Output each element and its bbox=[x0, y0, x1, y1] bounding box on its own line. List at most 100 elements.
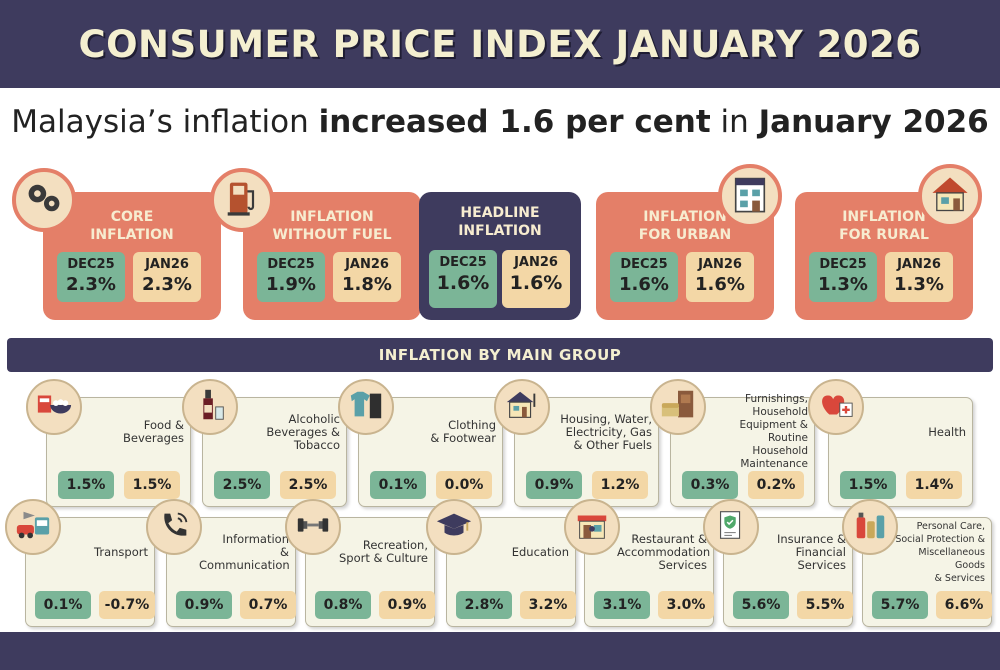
kpi-title: HEADLINE INFLATION bbox=[419, 204, 581, 240]
group-label-line: & Other Fuels bbox=[573, 437, 652, 452]
house-utilities-icon bbox=[503, 386, 541, 428]
dumbbell-icon bbox=[294, 506, 332, 548]
group-value-jan26: 1.2% bbox=[592, 471, 648, 499]
group-label: Restaurant & Accommodation Services bbox=[617, 518, 710, 586]
food-bowl-icon bbox=[35, 386, 73, 428]
kpi-icon-circle bbox=[918, 164, 982, 228]
group-icon-circle bbox=[494, 379, 550, 435]
group-label-line: & Communication bbox=[199, 544, 290, 572]
group-value-jan26: 3.2% bbox=[520, 591, 576, 619]
group-label-line: Housing, Water, bbox=[560, 411, 652, 426]
subtitle-part3: in bbox=[710, 104, 759, 140]
subtitle-part2: increased 1.6 per cent bbox=[318, 104, 711, 140]
kpi-value-box: JAN26 1.8% bbox=[333, 252, 401, 302]
kpi-period-label: JAN26 bbox=[145, 257, 189, 272]
kpi-value-box: DEC25 1.6% bbox=[610, 252, 678, 302]
kpi-period-label: JAN26 bbox=[514, 255, 558, 270]
kpi-icon-circle bbox=[12, 168, 76, 232]
kpi-card: INFLATION WITHOUT FUEL DEC25 1.9% JAN26 1.8% bbox=[243, 192, 421, 320]
group-icon-circle bbox=[146, 499, 202, 555]
group-label-line: & Footwear bbox=[430, 431, 496, 445]
kpi-period-label: DEC25 bbox=[819, 257, 867, 272]
building-icon bbox=[728, 172, 772, 220]
kpi-title-line: FOR URBAN bbox=[638, 227, 732, 243]
kpi-title-line: FOR RURAL bbox=[839, 227, 929, 243]
kpi-value-box: JAN26 2.3% bbox=[133, 252, 201, 302]
subtitle: Malaysia’s inflation increased 1.6 per c… bbox=[0, 104, 1000, 140]
group-value-dec25: 0.3% bbox=[682, 471, 738, 499]
group-label-line: Recreation, bbox=[362, 538, 428, 552]
group-value-dec25: 2.5% bbox=[214, 471, 270, 499]
page-title: CONSUMER PRICE INDEX JANUARY 2026 bbox=[78, 22, 922, 66]
subtitle-part1: Malaysia’s inflation bbox=[11, 104, 319, 140]
group-value-dec25: 5.6% bbox=[733, 591, 789, 619]
group-label-line: Miscellaneous Goods bbox=[918, 546, 985, 571]
kpi-value: 1.3% bbox=[818, 274, 868, 295]
group-value-dec25: 1.5% bbox=[840, 471, 896, 499]
personal-care-icon bbox=[851, 506, 889, 548]
fuel-pump-icon bbox=[220, 176, 264, 224]
group-icon-circle bbox=[426, 499, 482, 555]
kpi-period-label: JAN26 bbox=[345, 257, 389, 272]
kpi-title: CORE INFLATION bbox=[43, 208, 221, 244]
kpi-value: 1.6% bbox=[436, 272, 490, 294]
kpi-title-line: HEADLINE bbox=[460, 205, 540, 221]
heart-medical-icon bbox=[817, 386, 855, 428]
kpi-title: INFLATION FOR RURAL bbox=[795, 208, 973, 244]
group-icon-circle bbox=[650, 379, 706, 435]
group-icon-circle bbox=[808, 379, 864, 435]
phone-icon bbox=[155, 506, 193, 548]
group-value-jan26: -0.7% bbox=[99, 591, 155, 619]
header-banner: CONSUMER PRICE INDEX JANUARY 2026 bbox=[0, 0, 1000, 88]
group-label-line: Information bbox=[222, 531, 289, 546]
group-label-line: Alcoholic bbox=[288, 411, 340, 426]
group-label-line: Clothing bbox=[448, 418, 496, 432]
kpi-value: 1.3% bbox=[894, 274, 944, 295]
insurance-document-icon bbox=[712, 506, 750, 548]
group-label: Alcoholic Beverages & Tobacco bbox=[235, 398, 340, 466]
group-icon-circle bbox=[842, 499, 898, 555]
group-label-line: Beverages & bbox=[266, 424, 340, 439]
kpi-title: INFLATION WITHOUT FUEL bbox=[243, 208, 421, 244]
kpi-card: CORE INFLATION DEC25 2.3% JAN26 2.3% bbox=[43, 192, 221, 320]
section-title: INFLATION BY MAIN GROUP bbox=[7, 338, 993, 372]
group-card: Food & Beverages 1.5% 1.5% bbox=[46, 397, 191, 507]
group-label: Food & Beverages bbox=[79, 398, 184, 466]
group-label-line: Services bbox=[797, 557, 847, 572]
group-icon-circle bbox=[338, 379, 394, 435]
group-label-line: Insurance & bbox=[776, 531, 846, 546]
kpi-title: INFLATION FOR URBAN bbox=[596, 208, 774, 244]
group-label-line: Education bbox=[511, 544, 569, 559]
group-label-line: Household bbox=[752, 406, 808, 418]
group-value-dec25: 1.5% bbox=[58, 471, 114, 499]
group-value-dec25: 0.9% bbox=[526, 471, 582, 499]
group-card: Recreation, Sport & Culture 0.8% 0.9% bbox=[305, 517, 435, 627]
group-label: Personal Care, Social Protection & Miscell… bbox=[895, 518, 985, 586]
kpi-value-box: JAN26 1.3% bbox=[885, 252, 953, 302]
kpi-value: 1.6% bbox=[619, 274, 669, 295]
kpi-icon-circle bbox=[210, 168, 274, 232]
kpi-value: 1.8% bbox=[342, 274, 392, 295]
kpi-value-box: DEC25 1.6% bbox=[429, 250, 497, 308]
group-value-dec25: 2.8% bbox=[456, 591, 512, 619]
group-value-jan26: 1.4% bbox=[906, 471, 962, 499]
kpi-value: 2.3% bbox=[142, 274, 192, 295]
group-label-line: & Services bbox=[934, 572, 986, 584]
kpi-value: 1.6% bbox=[695, 274, 745, 295]
group-value-jan26: 0.2% bbox=[748, 471, 804, 499]
group-label: Clothing & Footwear bbox=[391, 398, 496, 466]
kpi-title-line: INFLATION bbox=[643, 209, 727, 225]
kpi-value: 1.9% bbox=[266, 274, 316, 295]
group-value-dec25: 0.8% bbox=[315, 591, 371, 619]
group-value-jan26: 6.6% bbox=[936, 591, 992, 619]
group-icon-circle bbox=[285, 499, 341, 555]
group-label: Health bbox=[861, 398, 966, 466]
group-icon-circle bbox=[5, 499, 61, 555]
wine-bottle-icon bbox=[191, 386, 229, 428]
kpi-title-line: INFLATION bbox=[458, 223, 542, 239]
kpi-period-label: DEC25 bbox=[67, 257, 115, 272]
group-label-line: Food & bbox=[143, 418, 184, 432]
group-value-dec25: 3.1% bbox=[594, 591, 650, 619]
group-value-dec25: 0.9% bbox=[176, 591, 232, 619]
group-card: Health 1.5% 1.4% bbox=[828, 397, 973, 507]
